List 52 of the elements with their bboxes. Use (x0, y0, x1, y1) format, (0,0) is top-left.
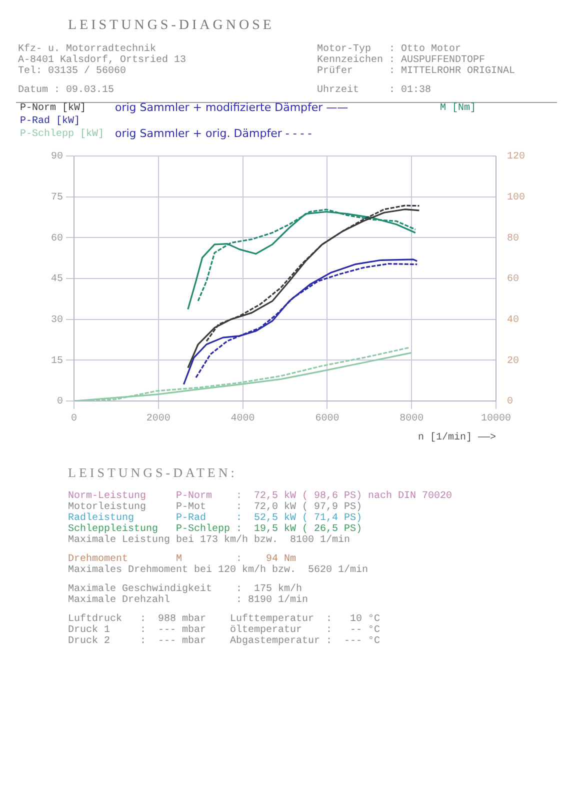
y-tick-label: 90 (50, 152, 63, 163)
y-tick-label: 0 (56, 396, 63, 408)
text: Lufttemperatur : 10 °C (230, 614, 380, 625)
text: Kfz- u. Motorradtechnik (18, 44, 156, 55)
text: orig Sammler + modifizierte Dämpfer —— (115, 101, 348, 114)
text: öltemperatur : -- °C (230, 625, 380, 636)
text: Maximale Geschwindigkeit : 175 km/h (68, 584, 302, 595)
text: Motorleistung P-Mot : 72,0 kW ( 97,9 PS) (68, 502, 364, 513)
x-axis-title: n [1/min] ——> (418, 432, 496, 444)
text: Maximales Drehmoment bei 120 km/h bzw. 5620 1/min (68, 565, 370, 576)
text: P-Schlepp [kW] (20, 129, 104, 140)
text: Norm-Leistung P-Norm : 72,5 kW ( 98,6 PS) nach DIN 70020 (68, 491, 454, 502)
text: Uhrzeit : 01:38 (317, 85, 432, 96)
y-tick-label: 45 (50, 274, 63, 286)
text: A-8401 Kalsdorf, Ortsried 13 (18, 55, 186, 66)
x-tick-label: 6000 (315, 414, 340, 425)
text: orig Sammler + orig. Dämpfer - - - - (115, 127, 312, 140)
text: M [Nm] (440, 103, 476, 114)
y-tick-label: 60 (50, 233, 63, 244)
x-tick-label: 4000 (230, 414, 255, 425)
text: P-Norm [kW] (20, 103, 86, 114)
text: P-Rad [kW] (20, 116, 80, 127)
text: Kennzeichen : AUSPUFFENDTOPF (317, 55, 486, 66)
chart-title: LEISTUNGS-DIAGNOSE (68, 18, 276, 34)
text: Motor-Typ : Otto Motor (317, 44, 462, 55)
text: Schleppleistung P-Schlepp : 19,5 kW ( 26,5 PS) (68, 524, 364, 535)
text: Abgastemperatur : --- °C (230, 636, 380, 647)
text: Maximale Drehzahl : 8190 1/min (68, 595, 310, 606)
x-tick-label: 2000 (146, 414, 170, 425)
text: Radleistung P-Rad : 52,5 kW ( 71,4 PS) (68, 513, 364, 524)
y2-tick-label: 80 (506, 233, 520, 244)
y2-tick-label: 100 (506, 192, 526, 204)
x-tick-label: 0 (70, 414, 78, 425)
text: Datum : 09.03.15 (18, 85, 116, 96)
text: Druck 2 : --- mbar (68, 636, 206, 647)
text: Maximale Leistung bei 173 km/h bzw. 8100 1/min (68, 535, 352, 546)
text: Drehmoment M : 94 Nm (68, 554, 298, 565)
text: Druck 1 : --- mbar (68, 625, 206, 636)
text: Luftdruck : 988 mbar (68, 614, 206, 625)
text: Prüfer : MITTELROHR ORIGINAL (317, 66, 516, 77)
y2-tick-label: 0 (506, 396, 514, 408)
y2-tick-label: 40 (506, 314, 520, 326)
y-tick-label: 75 (50, 192, 63, 204)
x-tick-label: 8000 (400, 414, 424, 425)
y-tick-label: 30 (50, 314, 63, 326)
text: LEISTUNGS-DATEN: (68, 465, 238, 481)
x-tick-label: 10000 (480, 414, 512, 425)
text: Tel: 03135 / 56060 (18, 66, 128, 77)
y-tick-label: 15 (50, 356, 63, 367)
y2-tick-label: 60 (506, 274, 520, 286)
y2-tick-label: 20 (506, 356, 520, 367)
y2-tick-label: 120 (506, 152, 526, 163)
